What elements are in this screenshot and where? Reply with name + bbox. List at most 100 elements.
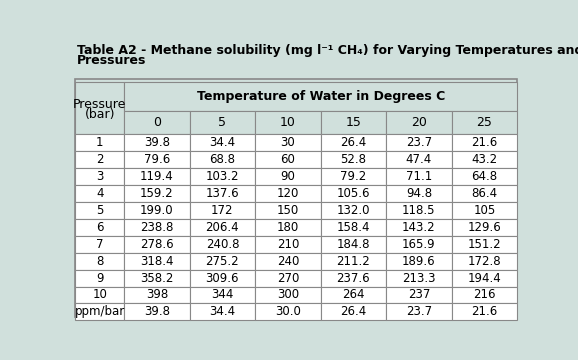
Bar bbox=[386, 168, 451, 185]
Text: 206.4: 206.4 bbox=[206, 221, 239, 234]
Text: 105.6: 105.6 bbox=[336, 187, 370, 200]
Bar bbox=[255, 270, 321, 287]
Bar bbox=[386, 270, 451, 287]
Bar bbox=[321, 287, 386, 303]
Bar bbox=[255, 168, 321, 185]
Bar bbox=[190, 168, 255, 185]
Text: 10: 10 bbox=[92, 288, 107, 301]
Text: Pressures: Pressures bbox=[77, 54, 146, 67]
Bar bbox=[321, 185, 386, 202]
Bar bbox=[451, 219, 517, 236]
Bar bbox=[451, 202, 517, 219]
Bar bbox=[321, 151, 386, 168]
Text: 143.2: 143.2 bbox=[402, 221, 436, 234]
Text: 132.0: 132.0 bbox=[336, 204, 370, 217]
Text: 94.8: 94.8 bbox=[406, 187, 432, 200]
Bar bbox=[386, 287, 451, 303]
Text: 194.4: 194.4 bbox=[468, 271, 501, 284]
Text: 10: 10 bbox=[280, 116, 296, 129]
Text: 21.6: 21.6 bbox=[471, 305, 498, 319]
Bar bbox=[124, 168, 190, 185]
Bar bbox=[386, 111, 451, 134]
Bar bbox=[75, 185, 124, 202]
Bar bbox=[255, 253, 321, 270]
Bar bbox=[321, 236, 386, 253]
Text: 79.6: 79.6 bbox=[144, 153, 170, 166]
Bar bbox=[190, 253, 255, 270]
Text: 8: 8 bbox=[96, 255, 103, 267]
Bar bbox=[386, 236, 451, 253]
Bar bbox=[190, 151, 255, 168]
Text: 309.6: 309.6 bbox=[206, 271, 239, 284]
Text: 79.2: 79.2 bbox=[340, 170, 366, 183]
Text: 211.2: 211.2 bbox=[336, 255, 370, 267]
Bar bbox=[255, 185, 321, 202]
Bar bbox=[255, 219, 321, 236]
Bar bbox=[255, 134, 321, 151]
Text: 23.7: 23.7 bbox=[406, 305, 432, 319]
Bar bbox=[75, 202, 124, 219]
Bar bbox=[75, 168, 124, 185]
Text: 151.2: 151.2 bbox=[468, 238, 501, 251]
Text: 103.2: 103.2 bbox=[206, 170, 239, 183]
Bar bbox=[75, 219, 124, 236]
Text: 5: 5 bbox=[96, 204, 103, 217]
Text: 68.8: 68.8 bbox=[209, 153, 235, 166]
Text: 137.6: 137.6 bbox=[206, 187, 239, 200]
Bar bbox=[124, 219, 190, 236]
Text: 23.7: 23.7 bbox=[406, 136, 432, 149]
Text: 71.1: 71.1 bbox=[406, 170, 432, 183]
Bar bbox=[321, 219, 386, 236]
Bar bbox=[321, 134, 386, 151]
Text: 180: 180 bbox=[277, 221, 299, 234]
Bar bbox=[124, 270, 190, 287]
Bar bbox=[75, 134, 124, 151]
Bar bbox=[255, 202, 321, 219]
Text: (bar): (bar) bbox=[84, 108, 115, 121]
Text: 6: 6 bbox=[96, 221, 103, 234]
Text: 118.5: 118.5 bbox=[402, 204, 436, 217]
Text: 90: 90 bbox=[280, 170, 295, 183]
Bar bbox=[190, 236, 255, 253]
Bar bbox=[124, 82, 517, 111]
Text: 26.4: 26.4 bbox=[340, 305, 366, 319]
Bar bbox=[75, 236, 124, 253]
Bar bbox=[451, 303, 517, 320]
Text: 172: 172 bbox=[211, 204, 234, 217]
Text: Pressure: Pressure bbox=[73, 98, 127, 111]
Text: 237: 237 bbox=[407, 288, 430, 301]
Bar bbox=[190, 287, 255, 303]
Text: 240: 240 bbox=[277, 255, 299, 267]
Bar bbox=[124, 303, 190, 320]
Text: 4: 4 bbox=[96, 187, 103, 200]
Text: 216: 216 bbox=[473, 288, 495, 301]
Text: 189.6: 189.6 bbox=[402, 255, 436, 267]
Bar bbox=[75, 303, 124, 320]
Bar bbox=[386, 151, 451, 168]
Text: 25: 25 bbox=[476, 116, 492, 129]
Bar bbox=[321, 253, 386, 270]
Bar bbox=[451, 111, 517, 134]
Text: 39.8: 39.8 bbox=[144, 305, 170, 319]
Bar bbox=[75, 287, 124, 303]
Text: 64.8: 64.8 bbox=[471, 170, 498, 183]
Text: 172.8: 172.8 bbox=[468, 255, 501, 267]
Text: 5: 5 bbox=[218, 116, 227, 129]
Bar bbox=[255, 236, 321, 253]
Text: 86.4: 86.4 bbox=[471, 187, 498, 200]
Text: 398: 398 bbox=[146, 288, 168, 301]
Bar bbox=[75, 82, 124, 134]
Bar bbox=[451, 134, 517, 151]
Bar bbox=[190, 303, 255, 320]
Text: 318.4: 318.4 bbox=[140, 255, 173, 267]
Bar bbox=[190, 202, 255, 219]
Bar bbox=[124, 287, 190, 303]
Text: 275.2: 275.2 bbox=[206, 255, 239, 267]
Text: 43.2: 43.2 bbox=[471, 153, 498, 166]
Text: 34.4: 34.4 bbox=[209, 305, 235, 319]
Bar bbox=[190, 185, 255, 202]
Bar bbox=[124, 202, 190, 219]
Bar bbox=[386, 185, 451, 202]
Text: 3: 3 bbox=[96, 170, 103, 183]
Bar bbox=[75, 78, 517, 317]
